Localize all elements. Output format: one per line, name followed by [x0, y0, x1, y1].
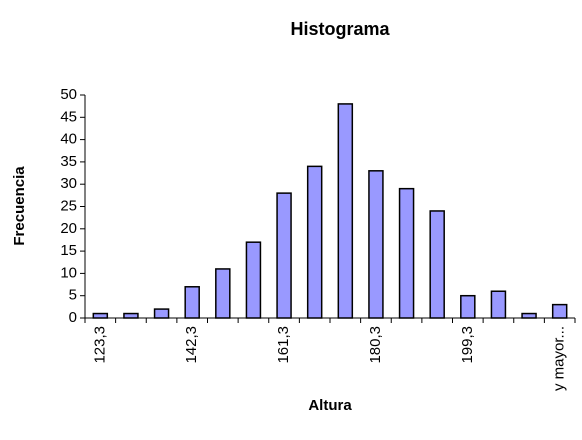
bar — [245, 241, 262, 319]
y-tick-label: 50 — [60, 86, 77, 103]
chart-title: Histograma — [290, 19, 390, 39]
x-tick-label: y mayor... — [551, 326, 568, 391]
bar — [92, 312, 109, 319]
bar — [215, 268, 231, 319]
y-tick-label: 40 — [60, 131, 77, 148]
y-tick-label: 20 — [60, 220, 77, 237]
bar — [337, 103, 354, 319]
x-tick-label: 123,3 — [91, 326, 108, 364]
bar — [123, 312, 139, 319]
bar — [460, 294, 476, 319]
bar — [521, 312, 537, 319]
y-tick-label: 35 — [60, 153, 77, 170]
y-tick-label: 10 — [60, 264, 77, 281]
y-tick-label: 30 — [60, 175, 77, 192]
bar — [184, 286, 200, 319]
x-tick-label: 161,3 — [275, 326, 292, 364]
y-tick-label: 15 — [60, 242, 77, 259]
bar — [490, 290, 507, 319]
bar — [551, 303, 568, 319]
x-axis-label: Altura — [308, 397, 352, 414]
y-tick-label: 25 — [60, 197, 77, 214]
y-tick-label: 45 — [60, 108, 77, 125]
bar — [276, 192, 292, 319]
bar — [153, 308, 170, 319]
bar — [306, 165, 323, 319]
x-tick-label: 180,3 — [367, 326, 384, 364]
bar — [398, 187, 415, 319]
y-axis-label: Frecuencia — [11, 166, 28, 246]
bar — [368, 170, 384, 319]
x-tick-label: 199,3 — [459, 326, 476, 364]
y-tick-label: 0 — [69, 309, 77, 326]
bar — [429, 210, 445, 319]
x-tick-label: 142,3 — [183, 326, 200, 364]
y-tick-label: 5 — [69, 287, 77, 304]
